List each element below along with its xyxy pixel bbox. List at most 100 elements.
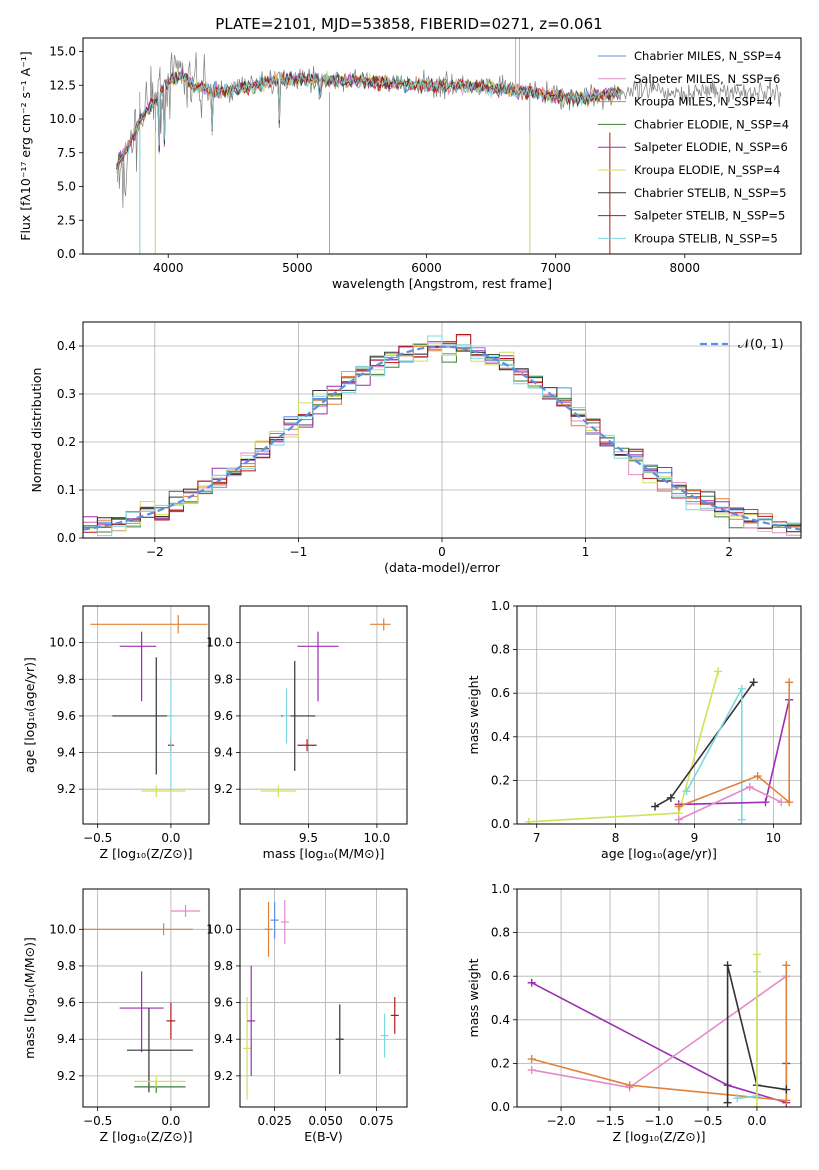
errorbar-point (119, 971, 164, 1053)
errorbar-point (170, 904, 201, 917)
errorbars (83, 904, 201, 1093)
y-tick-label: 5.0 (57, 180, 76, 194)
y-axis-label: mass weight (466, 675, 481, 754)
weight-series (726, 965, 787, 1103)
weight-marker (682, 787, 691, 796)
y-tick-label: 10.0 (49, 922, 76, 936)
panel-8: −2.0 −1.5 −1.0 −0.5 0.0 0.0 0.2 0.4 0.6 0.8 1.0 Z [… (466, 882, 802, 1144)
errorbar-point (141, 785, 186, 798)
y-tick-label: 1.0 (491, 882, 510, 896)
legend-entry: Salpeter ELODIE, N_SSP=6 (634, 140, 788, 154)
y-tick-label: 0.1 (57, 483, 76, 497)
errorbars (90, 615, 208, 798)
x-tick-label: 0.025 (257, 1114, 291, 1128)
errorbars (260, 618, 391, 798)
legend-entry: Salpeter STELIB, N_SSP=5 (634, 209, 785, 223)
weight-marker (785, 798, 794, 807)
x-tick-label: 7 (533, 831, 541, 845)
legend-entry: Salpeter MILES, N_SSP=6 (634, 72, 780, 86)
panel-6: −0.5 0.0 9.2 9.4 9.6 9.8 10.0 Z [log₁₀(Z/Z⊙)] ma… (22, 888, 210, 1144)
histograms (83, 334, 801, 538)
errorbar-point (260, 785, 297, 798)
x-tick-label: 10.0 (364, 831, 391, 845)
y-tick-label: 9.8 (57, 672, 76, 686)
x-tick-label: −1.5 (595, 1114, 624, 1128)
errorbar-point (134, 1080, 186, 1093)
errorbar-point (119, 631, 157, 702)
x-tick-label: 0 (438, 545, 446, 559)
errorbar-point (166, 679, 175, 790)
errorbar-point (126, 1008, 193, 1093)
plot-frame (82, 321, 802, 539)
errorbar-point (166, 1002, 176, 1040)
x-axis-label: wavelength [Angstrom, rest frame] (332, 276, 552, 291)
x-axis-label: Z [log₁₀(Z/Z⊙)] (100, 846, 193, 861)
legend-entry: Chabrier MILES, N_SSP=4 (634, 49, 781, 63)
weight-marker (782, 1085, 791, 1094)
legend: Chabrier MILES, N_SSP=4 Salpeter MILES, N… (598, 49, 789, 245)
weight-marker (745, 782, 754, 791)
y-tick-label: 0.2 (491, 773, 510, 787)
y-axis-label: mass [log₁₀(M/M⊙)] (22, 937, 37, 1059)
y-tick-label: 9.2 (57, 782, 76, 796)
legend-entry: Chabrier ELODIE, N_SSP=4 (634, 117, 789, 131)
x-tick-label: 1 (582, 545, 590, 559)
y-tick-label: 9.6 (57, 709, 76, 723)
spectrum-lines (116, 38, 782, 254)
weight-marker (733, 1094, 742, 1103)
plot-frame (239, 605, 408, 825)
weight-marker (785, 678, 794, 687)
weight-marker (651, 802, 660, 811)
weight-marker (714, 667, 723, 676)
errorbar-point (83, 923, 193, 936)
x-axis-label: E(B-V) (304, 1129, 343, 1144)
y-tick-label: 9.8 (214, 959, 233, 973)
y-tick-label: 0.8 (491, 643, 510, 657)
y-tick-label: 10.0 (49, 636, 76, 650)
y-tick-label: 2.5 (57, 213, 76, 227)
x-tick-label: −0.5 (83, 831, 112, 845)
errorbar-point (270, 901, 279, 939)
y-axis-label: mass weight (466, 958, 481, 1037)
panel-1: 4000 5000 6000 7000 8000 0.0 2.5 5.0 7.5 10.0 12.5… (18, 15, 802, 291)
weight-marker (777, 798, 786, 807)
errorbar-point (247, 965, 256, 1076)
x-tick-label: −0.5 (693, 1114, 722, 1128)
x-tick-label: 2 (725, 545, 733, 559)
x-axis-label: age [log₁₀(age/yr)] (601, 846, 717, 861)
weight-marker (782, 961, 791, 970)
x-tick-label: 0.075 (359, 1114, 393, 1128)
weight-series (528, 671, 719, 823)
weight-marker (674, 815, 683, 824)
legend-entry: Kroupa ELODIE, N_SSP=4 (634, 163, 780, 177)
y-tick-label: 0.8 (491, 926, 510, 940)
y-tick-label: 0.0 (57, 531, 76, 545)
plot-frame (82, 605, 210, 825)
y-tick-label: 9.4 (57, 1032, 76, 1046)
y-tick-label: 0.0 (57, 247, 76, 261)
y-tick-label: 10.0 (49, 112, 76, 126)
plot-frame (239, 888, 408, 1108)
errorbar-point (370, 618, 391, 631)
y-tick-label: 0.6 (491, 969, 510, 983)
legend-entry: Kroupa MILES, N_SSP=4 (634, 95, 773, 109)
weight-marker (737, 815, 746, 824)
panel-3: −0.5 0.0 9.2 9.4 9.6 9.8 10.0 Z [log₁₀(Z/Z⊙)] ag… (22, 605, 210, 861)
x-tick-label: −1.0 (644, 1114, 673, 1128)
x-tick-label: 8 (612, 831, 620, 845)
x-tick-label: 9.5 (299, 831, 318, 845)
errorbar-point (90, 615, 208, 634)
x-axis-label: Z [log₁₀(Z/Z⊙)] (613, 1129, 706, 1144)
y-tick-label: 0.3 (57, 387, 76, 401)
y-tick-label: 1.0 (491, 599, 510, 613)
y-tick-label: 0.2 (491, 1056, 510, 1070)
x-tick-label: 0.0 (161, 831, 180, 845)
chart-title: PLATE=2101, MJD=53858, FIBERID=0271, z=0… (215, 15, 602, 33)
gaussian-curve (83, 345, 801, 531)
y-tick-label: 9.8 (57, 959, 76, 973)
y-tick-label: 9.6 (214, 996, 233, 1010)
weight-marker (527, 1065, 536, 1074)
y-axis-label: age [log₁₀(age/yr)] (22, 657, 37, 773)
